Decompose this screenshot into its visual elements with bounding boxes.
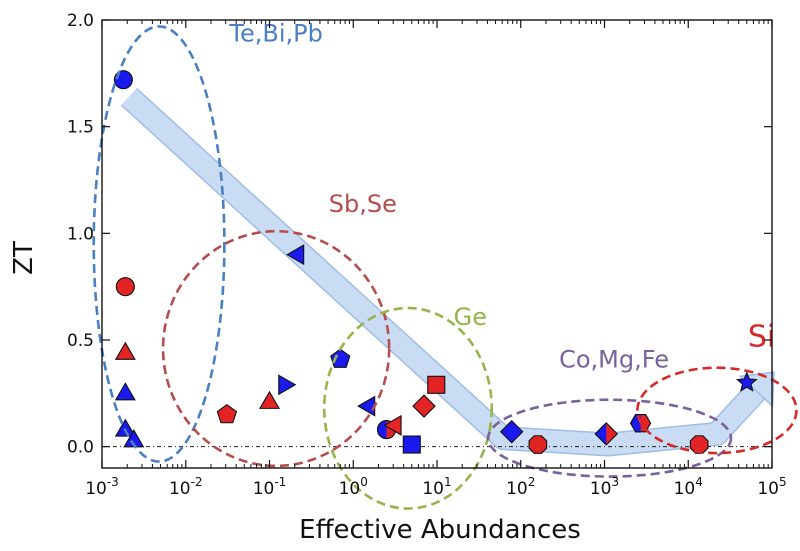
data-point-pentagon-7 [216,403,238,424]
data-point-triangle-left-10 [286,244,305,266]
data-point-triangle-left-12 [357,395,376,417]
axes: 10-3 10-2 10-1 100 101 102 103 104 105 0.0 0.5 1.0 1… [67,11,787,499]
y-tick-label: 2.0 [67,11,94,31]
group-ellipse-si [636,366,798,455]
data-point-triangle-up-3 [114,341,136,360]
data-point-square-17 [427,375,446,394]
group-ellipses: Te,Bi,Pb Sb,Se Ge Co,Mg,Fe Si [92,19,798,510]
data-point-triangle-right-9 [278,374,297,396]
data-point-triangle-up-8 [259,390,280,409]
group-label-co-mg-fe: Co,Mg,Fe [559,346,669,374]
x-tick-label: 104 [674,475,703,499]
group-ellipse-te-bi-pb [92,25,226,463]
group-ellipse-sb-se [161,229,391,468]
data-point-circle-1 [113,70,133,90]
x-tick-label: 105 [757,475,786,499]
x-tick-label: 102 [506,475,535,499]
group-label-si: Si [748,319,775,354]
data-point-pentagon-11 [330,348,351,368]
group-ellipse-co-mg-fe [486,398,733,478]
y-axis-title: ZT [9,241,39,275]
data-point-triangle-left-14 [383,414,402,436]
data-point-diamond-16 [412,394,436,418]
data-point-diamond-18 [499,419,524,444]
group-ellipse-ge [322,306,494,510]
y-tick-label: 0.0 [67,438,94,458]
plot-frame [101,19,773,469]
x-axis-title: Effective Abundances [299,515,581,545]
x-tick-label: 101 [422,475,451,499]
data-point-triangle-up-4 [114,382,136,401]
x-tick-label: 10-3 [85,475,119,499]
group-label-te-bi-pb: Te,Bi,Pb [228,19,322,47]
data-point-octagon-19 [528,435,548,454]
x-tick-label: 10-2 [169,475,203,499]
data-point-triangle-up-5 [114,418,136,437]
x-tick-label: 10-1 [253,475,287,499]
data-point-square-15 [402,435,421,454]
y-tick-label: 1.5 [67,118,94,138]
data-point-star-23 [735,371,758,392]
y-tick-label: 0.5 [67,331,94,351]
data-point-diamond-20 [594,422,619,446]
trend-arrow-body [121,89,765,456]
data-point-octagon-22 [689,435,709,454]
y-tick-label: 1.0 [67,224,94,244]
trend-arrow-layer [120,87,775,457]
data-points [113,70,758,454]
x-tick-label: 103 [590,475,619,499]
group-label-sb-se: Sb,Se [329,190,397,218]
group-label-ge: Ge [454,303,487,331]
data-point-circle-2 [115,277,135,297]
x-tick-label: 100 [339,475,368,499]
